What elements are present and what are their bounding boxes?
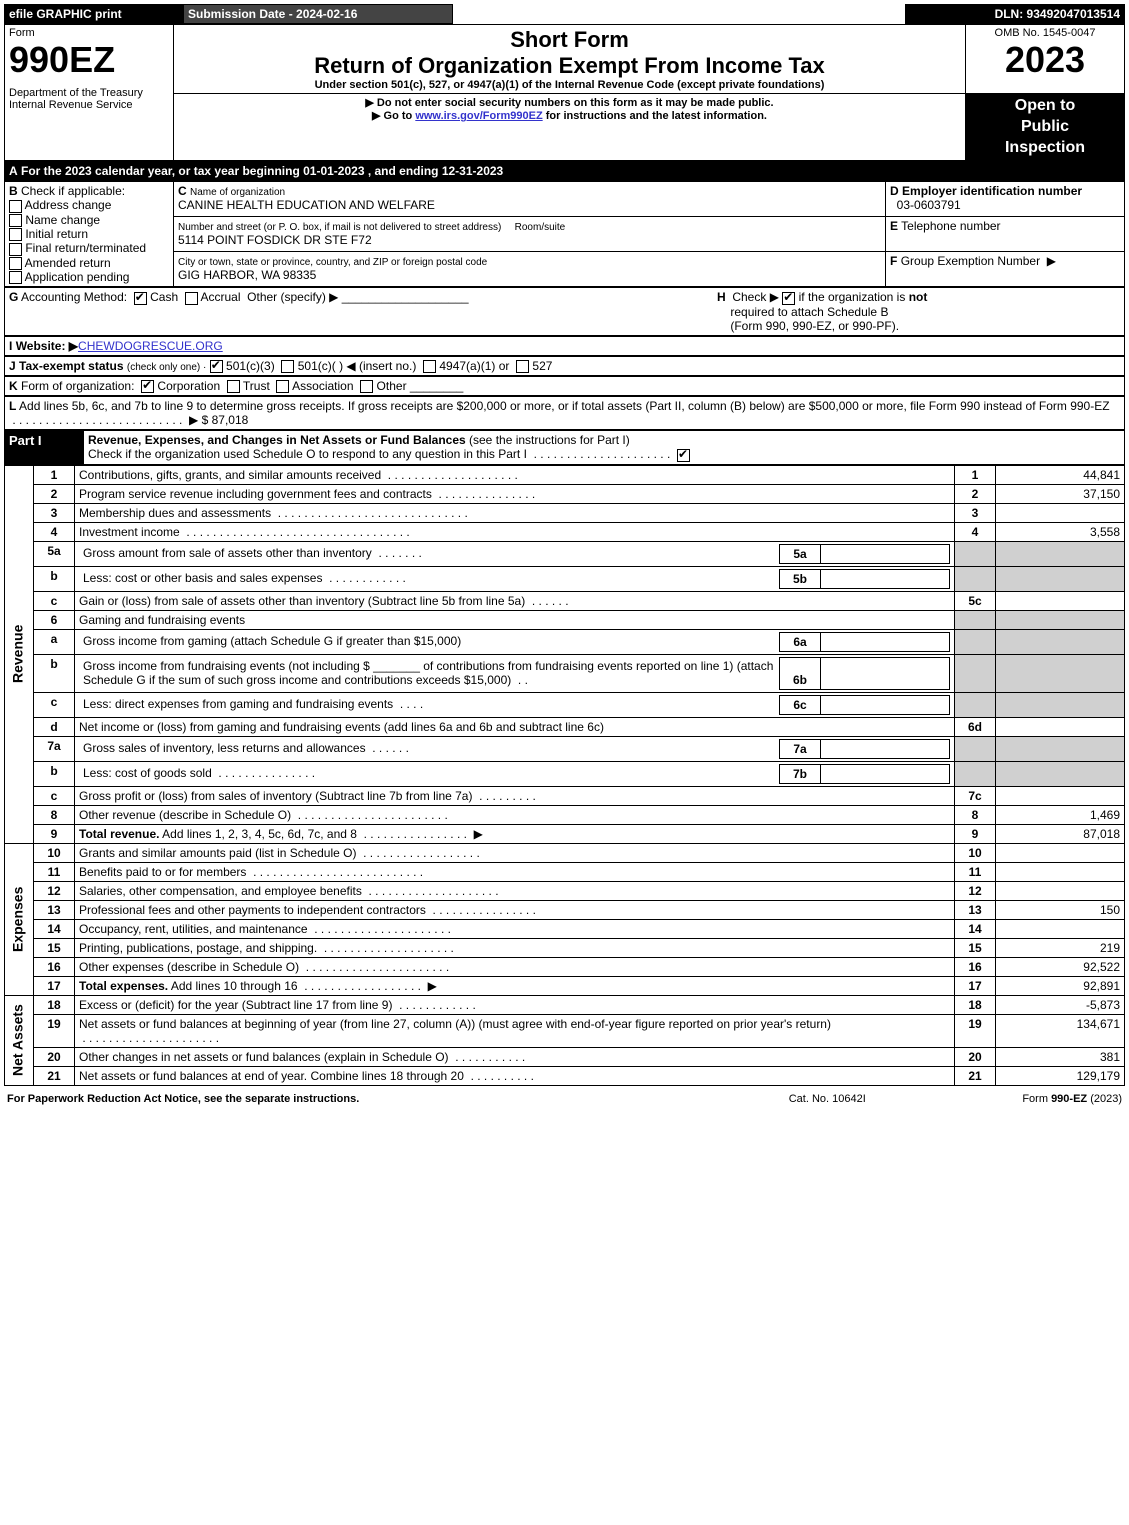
line15-amt: 219 [996,938,1125,957]
line20-amt: 381 [996,1047,1125,1066]
ein-value: 03-0603791 [897,198,961,212]
form-number: 990EZ [9,39,169,81]
org-info-block: B Check if applicable: Address change Na… [4,181,1125,287]
b-label: Check if applicable: [21,184,125,198]
line13-amt: 150 [996,900,1125,919]
submission-date: Submission Date - 2024-02-16 [184,5,453,24]
tax-year: 2023 [970,39,1120,81]
part1-label: Part I [5,431,84,464]
schedule-o-checkbox[interactable] [677,449,690,462]
org-city: GIG HARBOR, WA 98335 [178,268,316,282]
ssn-warning: ▶ Do not enter social security numbers o… [178,96,961,109]
irs-label: Internal Revenue Service [9,99,169,111]
addr-change-checkbox[interactable] [9,200,22,213]
title-label: Return of Organization Exempt From Incom… [178,53,961,79]
line1-amt: 44,841 [996,465,1125,484]
app-pending-checkbox[interactable] [9,271,22,284]
org-address: 5114 POINT FOSDICK DR STE F72 [178,233,372,247]
revenue-side-label: Revenue [5,465,34,843]
line-a-text: For the 2023 calendar year, or tax year … [21,164,503,178]
top-bar: efile GRAPHIC print Submission Date - 20… [4,4,1125,24]
org-name: CANINE HEALTH EDUCATION AND WELFARE [178,198,435,212]
page-footer: For Paperwork Reduction Act Notice, see … [4,1086,1125,1108]
527-checkbox[interactable] [516,360,529,373]
goto-line: ▶ Go to www.irs.gov/Form990EZ for instru… [178,109,961,122]
netassets-side-label: Net Assets [5,995,34,1085]
line-l: L Add lines 5b, 6c, and 7b to line 9 to … [4,396,1125,430]
line16-amt: 92,522 [996,957,1125,976]
dln-label: DLN: 93492047013514 [906,5,1125,24]
irs-link[interactable]: www.irs.gov/Form990EZ [415,110,542,122]
corp-checkbox[interactable] [141,380,154,393]
line8-amt: 1,469 [996,805,1125,824]
omb-label: OMB No. 1545-0047 [970,27,1120,39]
part1-header: Part I Revenue, Expenses, and Changes in… [4,430,1125,464]
expenses-side-label: Expenses [5,843,34,995]
cash-checkbox[interactable] [134,292,147,305]
footer-left: For Paperwork Reduction Act Notice, see … [6,1092,743,1106]
line2-amt: 37,150 [996,484,1125,503]
line9-amt: 87,018 [996,824,1125,843]
dept-label: Department of the Treasury [9,87,169,99]
501c3-checkbox[interactable] [210,360,223,373]
footer-right: Form 990-EZ (2023) [911,1092,1123,1106]
501c-checkbox[interactable] [281,360,294,373]
line21-amt: 129,179 [996,1066,1125,1085]
amended-return-checkbox[interactable] [9,257,22,270]
website-link[interactable]: CHEWDOGRESCUE.ORG [78,339,223,353]
line18-amt: -5,873 [996,995,1125,1014]
form-header: Form 990EZ Department of the Treasury In… [4,24,1125,161]
tax-exempt-row: J Tax-exempt status (check only one) · 5… [4,356,1125,376]
open-inspection-box: Open to Public Inspection [966,94,1125,161]
line-a: A For the 2023 calendar year, or tax yea… [4,161,1125,181]
efile-label: efile GRAPHIC print [5,5,184,24]
footer-catno: Cat. No. 10642I [745,1092,909,1106]
short-form-label: Short Form [178,27,961,53]
g-h-block: G Accounting Method: Cash Accrual Other … [4,287,1125,335]
form-word: Form [9,27,169,39]
line4-amt: 3,558 [996,522,1125,541]
trust-checkbox[interactable] [227,380,240,393]
other-checkbox[interactable] [360,380,373,393]
initial-return-checkbox[interactable] [9,228,22,241]
line19-amt: 134,671 [996,1014,1125,1047]
final-return-checkbox[interactable] [9,243,22,256]
form-of-org-row: K Form of organization: Corporation Trus… [4,376,1125,396]
assoc-checkbox[interactable] [276,380,289,393]
name-change-checkbox[interactable] [9,214,22,227]
subtitle-label: Under section 501(c), 527, or 4947(a)(1)… [178,79,961,91]
h-checkbox[interactable] [782,292,795,305]
4947-checkbox[interactable] [423,360,436,373]
part1-table: Revenue 1 Contributions, gifts, grants, … [4,465,1125,1086]
website-row: I Website: ▶CHEWDOGRESCUE.ORG [4,336,1125,356]
gross-receipts-amt: ▶ $ 87,018 [189,413,248,427]
accrual-checkbox[interactable] [185,292,198,305]
line17-amt: 92,891 [996,976,1125,995]
